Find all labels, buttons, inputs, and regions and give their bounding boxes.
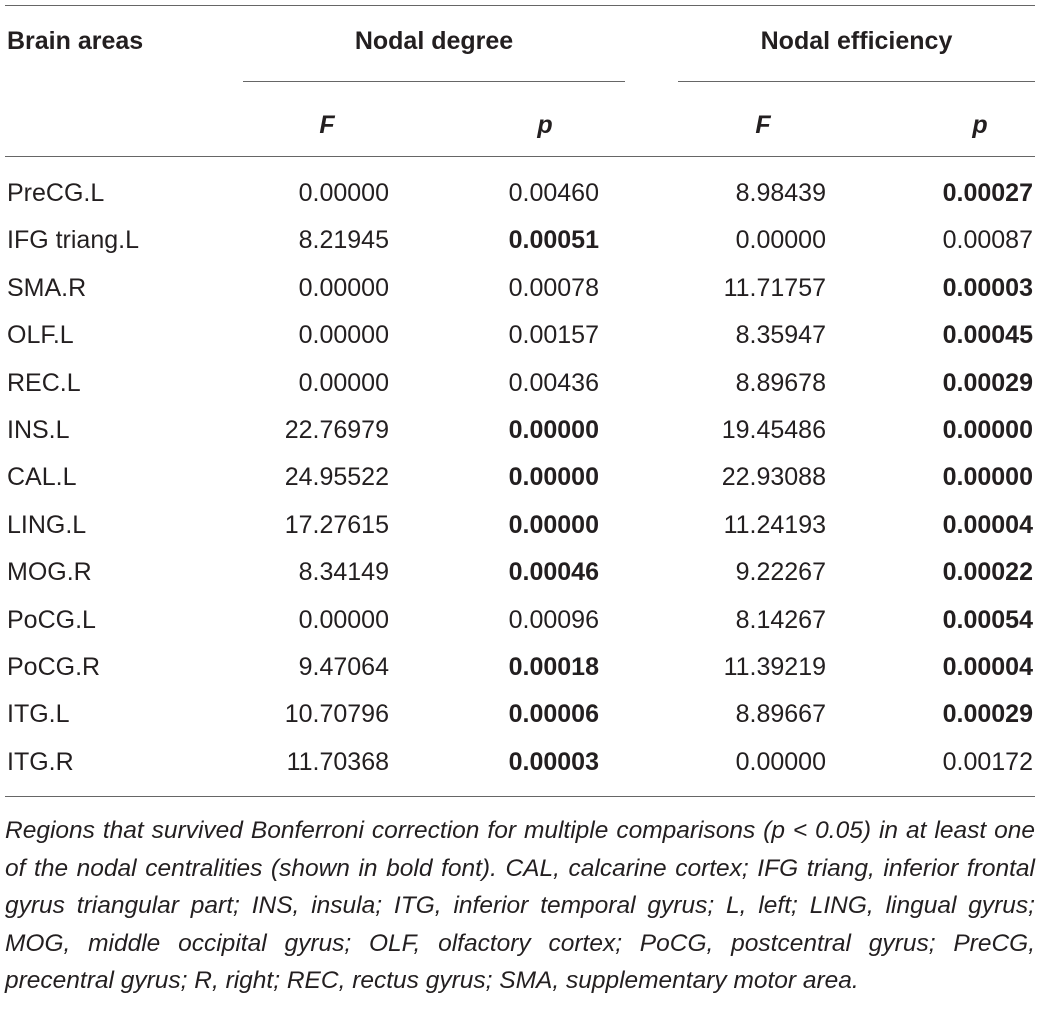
row-label: LING.L	[7, 510, 87, 539]
cell: 8.35947	[735, 321, 826, 350]
cell: 0.00460	[508, 179, 599, 207]
cell: 11.39219	[723, 653, 826, 681]
row-label: PoCG.R	[7, 653, 101, 681]
header-rule	[5, 156, 1035, 157]
row-label: ITG.R	[7, 747, 74, 776]
cell: 0.00029	[942, 368, 1033, 397]
column-header: Brain areas	[7, 27, 144, 55]
cell: 0.00000	[298, 605, 389, 634]
cell: 11.71757	[723, 273, 826, 302]
cell: 0.00000	[298, 321, 389, 350]
cell: 8.89678	[735, 368, 826, 397]
cell: 11.70368	[286, 747, 389, 776]
row-label: ITG.L	[7, 700, 70, 729]
cell: 0.00172	[942, 747, 1033, 776]
cell: 0.00157	[508, 321, 599, 350]
row-label: OLF.L	[7, 321, 74, 350]
cell: 0.00027	[942, 179, 1033, 207]
cell: 0.00003	[508, 747, 599, 776]
row-label: PoCG.L	[7, 605, 96, 634]
cell: 0.00000	[942, 463, 1033, 492]
group-rule	[678, 81, 1035, 82]
cell: 0.00046	[508, 558, 599, 587]
column-group-header: Nodal efficiency	[760, 27, 953, 55]
cell: 0.00000	[298, 273, 389, 302]
cell: 0.00000	[735, 226, 826, 255]
row-label: REC.L	[7, 368, 81, 397]
group-rule	[243, 81, 625, 82]
cell: 0.00436	[508, 368, 599, 397]
cell: 0.00000	[508, 416, 599, 444]
cell: 0.00029	[942, 700, 1033, 729]
cell: 0.00051	[508, 226, 599, 255]
sub-header: p	[537, 111, 553, 139]
cell: 0.00000	[508, 463, 599, 492]
row-label: PreCG.L	[7, 179, 105, 207]
row-label: SMA.R	[7, 273, 87, 302]
cell: 8.14267	[735, 605, 826, 634]
cell: 0.00004	[942, 510, 1033, 539]
cell: 0.00045	[942, 321, 1033, 350]
cell: 22.93088	[721, 463, 826, 492]
row-label: MOG.R	[7, 558, 92, 587]
cell: 8.34149	[298, 558, 389, 587]
cell: 0.00006	[508, 700, 599, 729]
row-label: CAL.L	[7, 463, 77, 492]
cell: 8.21945	[298, 226, 389, 255]
row-label: INS.L	[7, 416, 70, 444]
cell: 19.45486	[721, 416, 826, 444]
cell: 0.00087	[942, 226, 1033, 255]
sub-header: p	[972, 111, 988, 139]
cell: 17.27615	[284, 510, 389, 539]
cell: 10.70796	[284, 700, 389, 729]
cell: 24.95522	[284, 463, 389, 492]
cell: 0.00022	[942, 558, 1033, 587]
cell: 0.00000	[298, 368, 389, 397]
cell: 0.00000	[298, 179, 389, 207]
cell: 0.00000	[942, 416, 1033, 444]
cell: 0.00003	[942, 273, 1033, 302]
cell: 0.00004	[942, 653, 1033, 681]
sub-header: F	[755, 111, 771, 139]
cell: 0.00000	[508, 510, 599, 539]
cell: 8.98439	[735, 179, 826, 207]
cell: 11.24193	[723, 510, 826, 539]
footnote: Regions that survived Bonferroni correct…	[5, 817, 1035, 994]
cell: 9.47064	[298, 653, 389, 681]
column-group-header: Nodal degree	[354, 27, 514, 55]
cell: 0.00054	[942, 605, 1033, 634]
row-label: IFG triang.L	[7, 226, 139, 255]
cell: 0.00000	[735, 747, 826, 776]
cell: 0.00018	[508, 653, 599, 681]
cell: 0.00078	[508, 273, 599, 302]
cell: 8.89667	[735, 700, 826, 729]
bottom-rule	[5, 796, 1035, 797]
cell: 9.22267	[735, 558, 826, 587]
top-rule	[5, 5, 1035, 6]
cell: 22.76979	[284, 416, 389, 444]
sub-header: F	[319, 111, 335, 139]
cell: 0.00096	[508, 605, 599, 634]
